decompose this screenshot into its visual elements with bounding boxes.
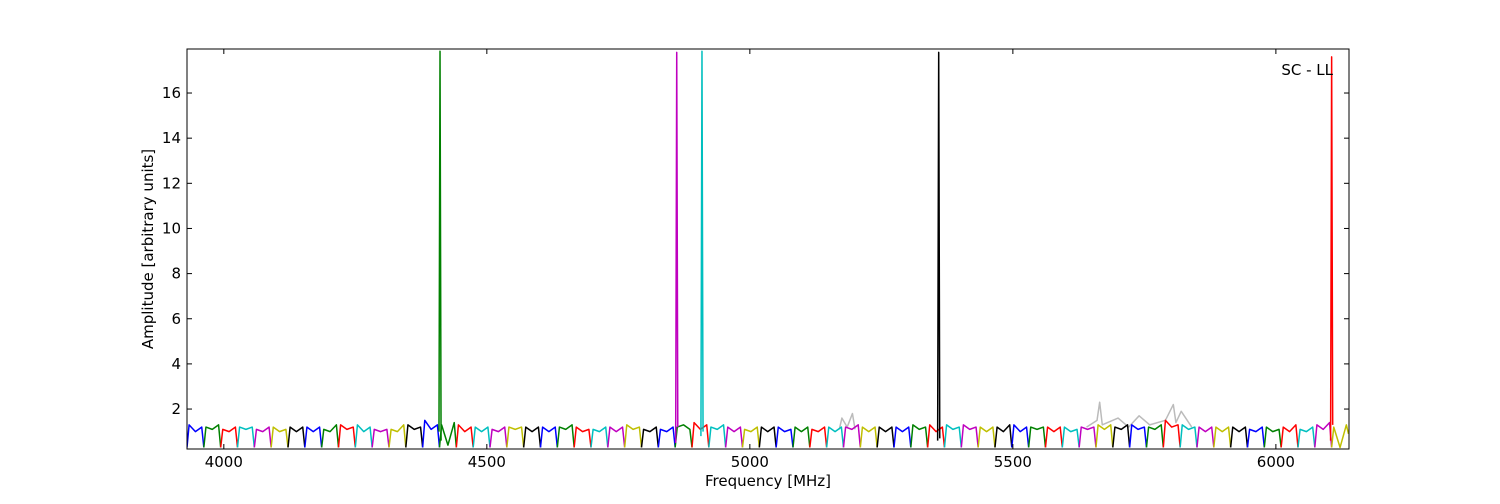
y-tick-label: 2 [171,400,181,418]
spectrum-line [607,426,626,448]
spectrum-line [1044,426,1064,448]
spectrum-line [1086,401,1193,428]
x-tick-label: 6000 [1257,453,1295,471]
spectrum-line [506,426,525,448]
spectrum-line [926,424,946,448]
spectrum-line [936,51,941,441]
spectrum-line [1011,424,1030,448]
spectrum-line [1112,424,1131,448]
spectrum-line [472,426,491,448]
spectrum-line [1128,424,1148,448]
spectrum-line [320,424,340,448]
spectrum-line [1314,421,1333,448]
spectrum-line [943,424,963,448]
spectrum-line [792,426,811,448]
spectrum-line [1196,426,1215,448]
spectrum-line [203,424,222,448]
spectrum-line [657,426,676,448]
spectrum-line [1078,426,1097,448]
spectrum-line [455,424,474,448]
spectrum-line [270,426,289,448]
spectrum-line [1179,424,1198,448]
spectrum-line [960,424,979,448]
spectrum-line [405,424,424,448]
spectrum-line [809,426,828,448]
spectrum-line [489,426,508,448]
spectrum-line [590,426,609,448]
x-tick-label: 4000 [205,453,243,471]
x-tick-label: 5500 [994,453,1032,471]
spectrum-line [994,424,1013,448]
spectrum-line [253,426,272,448]
spectrum-line [304,426,323,448]
spectrum-line [724,426,744,448]
spectrum-line [1329,56,1334,441]
spectrum-line [1330,424,1349,449]
spectrum-line [187,424,205,448]
spectrum-line [354,424,373,448]
spectrum-line [539,426,559,448]
spectrum-line [674,424,693,448]
spectrum-line [700,50,704,437]
y-tick-label: 10 [162,219,181,237]
spectrum-line [522,426,542,448]
y-tick-label: 6 [171,310,181,328]
spectrum-line [1297,426,1316,448]
spectrum-line [640,426,660,448]
spectrum-line [287,426,306,448]
spectrum-line [1061,426,1080,448]
spectrum-line [1229,426,1249,448]
spectrum-line [556,424,575,448]
plot-frame [186,48,1350,450]
spectrum-line [1145,424,1165,448]
y-axis-label: Amplitude [arbitrary units] [139,149,157,349]
spectrum-line [1263,426,1282,448]
spectrum-line [910,424,929,448]
spectrum-line [775,426,794,448]
spectrum-line [337,424,357,448]
spectrum-line [623,424,643,448]
spectrum-line [236,426,256,448]
y-tick-label: 14 [162,129,181,147]
y-tick-label: 4 [171,355,181,373]
spectrum-line [421,419,441,448]
spectrum-line [1162,419,1181,448]
spectrum-line [825,426,845,448]
y-tick-label: 12 [162,174,181,192]
spectrum-line [388,424,407,448]
spectrum-line [674,51,679,443]
spectrum-line [741,426,761,448]
spectrum-line [1027,426,1047,448]
spectrum-line [758,426,777,448]
spectrum-line [438,421,458,448]
annotation: SC - LL [1281,61,1333,79]
spectrum-line [977,426,996,448]
spectrum-line [573,426,592,448]
spectrum-line [1246,426,1266,448]
spectrum-line [219,426,239,448]
spectrum-line [1095,424,1114,448]
spectrum-line [893,426,912,448]
x-tick-label: 4500 [468,453,506,471]
x-tick-label: 5000 [731,453,769,471]
spectrum-line [876,426,895,448]
plot-lines [187,50,1349,449]
y-tick-label: 16 [162,84,181,102]
spectrum-line [438,50,442,441]
spectrum-line [708,424,727,448]
spectrum-line [842,424,862,448]
spectrum-line [371,428,390,448]
y-tick-label: 8 [171,265,181,283]
spectrum-line [1213,426,1232,448]
spectrum-line [859,426,878,448]
x-axis-label: Frequency [MHz] [705,472,831,490]
spectrum-line [1280,424,1299,448]
